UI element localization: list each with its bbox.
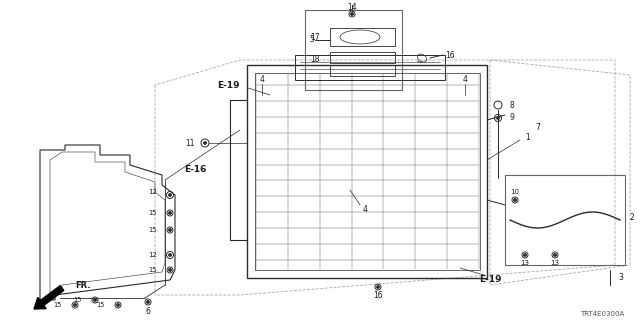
- Text: TRT4E0300A: TRT4E0300A: [580, 311, 624, 317]
- Circle shape: [169, 212, 172, 214]
- Circle shape: [524, 254, 526, 256]
- Text: 2: 2: [630, 213, 635, 222]
- Text: 9: 9: [510, 114, 515, 123]
- Text: E-16: E-16: [184, 165, 206, 174]
- Circle shape: [169, 229, 172, 231]
- Circle shape: [147, 301, 149, 303]
- Text: 13: 13: [520, 260, 529, 266]
- Text: E-19: E-19: [479, 276, 501, 284]
- Text: 1: 1: [525, 132, 530, 141]
- Bar: [330, 28, 395, 46]
- Circle shape: [169, 194, 172, 196]
- Circle shape: [554, 254, 556, 256]
- Circle shape: [377, 286, 379, 288]
- Text: 5: 5: [309, 36, 314, 44]
- Text: 8: 8: [510, 100, 515, 109]
- Circle shape: [74, 304, 76, 306]
- Circle shape: [169, 269, 172, 271]
- Text: 10: 10: [511, 189, 520, 195]
- Circle shape: [94, 299, 96, 301]
- Text: 4: 4: [363, 205, 367, 214]
- Text: 4: 4: [260, 76, 264, 84]
- Text: 3: 3: [618, 274, 623, 283]
- Text: 15: 15: [97, 302, 105, 308]
- Text: 17: 17: [310, 33, 320, 42]
- Text: 16: 16: [373, 292, 383, 300]
- Text: E-19: E-19: [217, 81, 239, 90]
- Text: 12: 12: [148, 252, 157, 258]
- Circle shape: [204, 142, 206, 144]
- Bar: [295, 55, 445, 80]
- Text: 14: 14: [347, 3, 357, 12]
- Text: 15: 15: [54, 302, 62, 308]
- FancyArrow shape: [34, 286, 64, 309]
- Text: 6: 6: [145, 307, 150, 316]
- Bar: [505, 175, 625, 265]
- Bar: [330, 52, 395, 63]
- Text: 16: 16: [445, 51, 454, 60]
- Text: 12: 12: [148, 189, 157, 195]
- Circle shape: [169, 254, 172, 256]
- Text: 15: 15: [148, 267, 157, 273]
- Text: 15: 15: [148, 227, 157, 233]
- Text: 4: 4: [463, 76, 467, 84]
- Text: 13: 13: [550, 260, 559, 266]
- Text: 7: 7: [535, 124, 540, 132]
- Bar: [255, 73, 480, 270]
- Circle shape: [514, 199, 516, 201]
- Text: 15: 15: [74, 297, 82, 303]
- Circle shape: [497, 117, 499, 119]
- Bar: [330, 65, 395, 76]
- Text: 18: 18: [310, 54, 320, 63]
- Text: 15: 15: [148, 210, 157, 216]
- Text: 11: 11: [186, 139, 195, 148]
- Bar: [305, 10, 402, 90]
- Bar: [247, 65, 487, 278]
- Circle shape: [116, 304, 119, 306]
- Text: eeee: eeee: [417, 60, 424, 64]
- Text: FR.: FR.: [75, 281, 90, 290]
- Circle shape: [351, 13, 353, 15]
